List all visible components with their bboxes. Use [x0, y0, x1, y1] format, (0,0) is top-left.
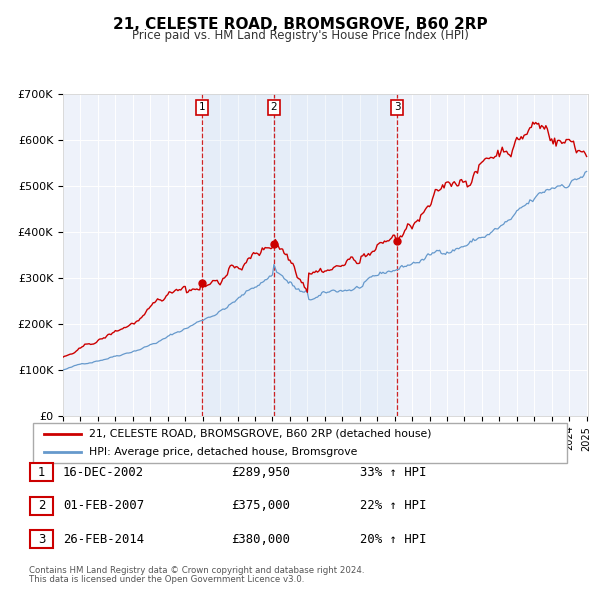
FancyBboxPatch shape — [33, 423, 567, 463]
Text: 1: 1 — [199, 103, 205, 113]
FancyBboxPatch shape — [30, 463, 53, 481]
FancyBboxPatch shape — [30, 497, 53, 514]
Text: 2: 2 — [271, 103, 277, 113]
Text: 1: 1 — [38, 466, 46, 478]
Text: £375,000: £375,000 — [231, 499, 290, 512]
Text: 3: 3 — [394, 103, 401, 113]
Text: 21, CELESTE ROAD, BROMSGROVE, B60 2RP: 21, CELESTE ROAD, BROMSGROVE, B60 2RP — [113, 17, 487, 31]
Text: 26-FEB-2014: 26-FEB-2014 — [63, 533, 144, 546]
Text: 16-DEC-2002: 16-DEC-2002 — [63, 466, 144, 478]
FancyBboxPatch shape — [30, 530, 53, 548]
Text: 33% ↑ HPI: 33% ↑ HPI — [360, 466, 427, 478]
Text: £380,000: £380,000 — [231, 533, 290, 546]
Text: 21, CELESTE ROAD, BROMSGROVE, B60 2RP (detached house): 21, CELESTE ROAD, BROMSGROVE, B60 2RP (d… — [89, 429, 431, 439]
Text: Contains HM Land Registry data © Crown copyright and database right 2024.: Contains HM Land Registry data © Crown c… — [29, 566, 364, 575]
Text: 2: 2 — [38, 499, 46, 512]
Text: £289,950: £289,950 — [231, 466, 290, 478]
Text: HPI: Average price, detached house, Bromsgrove: HPI: Average price, detached house, Brom… — [89, 447, 358, 457]
Text: Price paid vs. HM Land Registry's House Price Index (HPI): Price paid vs. HM Land Registry's House … — [131, 29, 469, 42]
Text: 01-FEB-2007: 01-FEB-2007 — [63, 499, 144, 512]
Bar — [202, 94, 274, 416]
Text: 20% ↑ HPI: 20% ↑ HPI — [360, 533, 427, 546]
Text: This data is licensed under the Open Government Licence v3.0.: This data is licensed under the Open Gov… — [29, 575, 304, 584]
Text: 22% ↑ HPI: 22% ↑ HPI — [360, 499, 427, 512]
Bar — [274, 94, 397, 416]
Text: 3: 3 — [38, 533, 46, 546]
